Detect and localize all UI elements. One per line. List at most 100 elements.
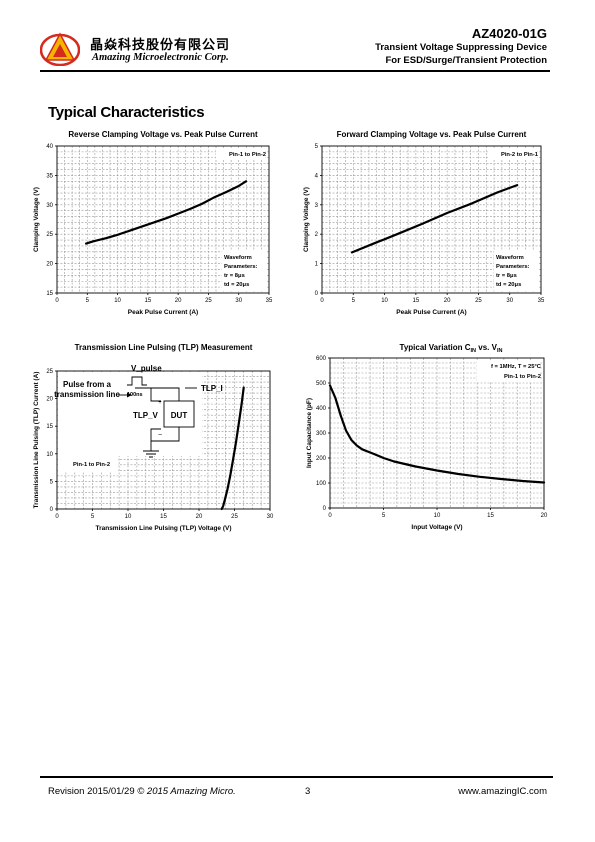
waveform-label: Waveform — [224, 255, 252, 261]
y-tick-label: 2 — [315, 232, 319, 238]
x-tick-label: 35 — [538, 298, 545, 304]
waveform-rise-time: tr = 8μs — [224, 273, 245, 279]
arrow-head-icon — [127, 392, 132, 398]
footer-divider — [40, 776, 553, 778]
pin-label: Pin-2 to Pin-1 — [501, 152, 539, 158]
dut-box — [163, 400, 195, 428]
x-tick-label: 10 — [114, 298, 121, 304]
company-logo-icon — [40, 32, 80, 66]
x-tick-label: 5 — [91, 514, 95, 520]
y-axis-label: Clamping Voltage (V) — [33, 187, 40, 252]
x-tick-label: 35 — [266, 298, 273, 304]
x-tick-label: 15 — [487, 513, 494, 519]
x-axis-label: Input Voltage (V) — [411, 524, 462, 531]
footer-revision: Revision 2015/01/29 © 2015 Amazing Micro… — [48, 786, 236, 797]
company-name-chinese: 晶焱科技股份有限公司 — [90, 38, 231, 53]
plus-sign: + — [158, 400, 162, 406]
y-tick-label: 600 — [316, 356, 327, 362]
page-number: 3 — [305, 786, 311, 797]
y-tick-label: 0 — [50, 507, 54, 513]
x-tick-label: 15 — [413, 298, 420, 304]
pin-label-background — [58, 455, 118, 471]
y-tick-label: 40 — [46, 144, 53, 150]
y-tick-label: 15 — [46, 291, 53, 297]
data-series-line — [220, 386, 245, 511]
chart-title: Reverse Clamping Voltage vs. Peak Pulse … — [68, 130, 258, 139]
x-tick-label: 25 — [475, 298, 482, 304]
x-tick-label: 10 — [381, 298, 388, 304]
x-tick-label: 10 — [434, 513, 441, 519]
company-name-english: Amazing Microelectronic Corp. — [92, 52, 229, 63]
ground-icon — [143, 450, 159, 458]
pulse-waveform-icon — [127, 376, 147, 386]
x-axis-label: Transmission Line Pulsing (TLP) Voltage … — [95, 525, 231, 532]
y-axis-label: Input Capacitance (pF) — [306, 398, 313, 468]
y-tick-label: 5 — [50, 479, 54, 485]
tlp-measurement-chart: Transmission Line Pulsing (TLP) Measurem… — [33, 343, 274, 532]
pulse-width-label: 100ns — [127, 392, 143, 398]
x-axis-label: Peak Pulse Current (A) — [128, 309, 198, 316]
x-tick-label: 0 — [55, 298, 59, 304]
dut-label: DUT — [171, 411, 188, 420]
device-subtitle: Transient Voltage Suppressing Device — [375, 42, 547, 53]
y-tick-label: 20 — [46, 397, 53, 403]
y-tick-label: 100 — [316, 481, 327, 487]
y-tick-label: 300 — [316, 431, 327, 437]
x-tick-label: 20 — [541, 513, 548, 519]
pin-label: Pin-1 to Pin-2 — [73, 462, 110, 468]
x-tick-label: 0 — [328, 513, 332, 519]
chart-grid — [322, 146, 541, 293]
y-tick-label: 20 — [46, 262, 53, 268]
website-link[interactable]: www.amazingIC.com — [458, 786, 547, 797]
x-tick-label: 0 — [55, 514, 59, 520]
y-tick-label: 4 — [315, 173, 319, 179]
data-series-line — [328, 384, 546, 484]
waveform-rise-time: tr = 8μs — [496, 273, 517, 279]
waveform-box — [494, 251, 538, 291]
x-tick-label: 20 — [196, 514, 203, 520]
y-tick-label: 15 — [46, 424, 53, 430]
y-tick-label: 35 — [46, 173, 53, 179]
condition-box — [477, 361, 540, 381]
forward-clamping-chart: Forward Clamping Voltage vs. Peak Pulse … — [303, 130, 545, 316]
x-tick-label: 30 — [506, 298, 513, 304]
tlp-pulse-label: Pulse from a — [63, 380, 112, 389]
waveform-box — [222, 251, 266, 291]
y-axis-label: Transmission Line Pulsing (TLP) Current … — [33, 372, 40, 509]
y-tick-label: 5 — [315, 144, 319, 150]
x-axis-label: Peak Pulse Current (A) — [396, 309, 466, 316]
y-tick-label: 200 — [316, 456, 327, 462]
plot-frame — [321, 145, 542, 294]
part-number: AZ4020-01G — [471, 26, 547, 41]
y-tick-label: 30 — [46, 203, 53, 209]
device-subtitle-2: For ESD/Surge/Transient Protection — [385, 55, 547, 66]
section-title: Typical Characteristics — [48, 104, 205, 121]
data-series-line — [350, 184, 519, 254]
chart-grid — [57, 146, 269, 293]
x-tick-label: 25 — [205, 298, 212, 304]
pin-label: Pin-1 to Pin-2 — [504, 374, 541, 380]
reverse-clamping-chart: Reverse Clamping Voltage vs. Peak Pulse … — [33, 130, 273, 316]
x-tick-label: 20 — [175, 298, 182, 304]
y-tick-label: 10 — [46, 452, 53, 458]
circuit-wire — [150, 428, 161, 435]
tlp-current-label: TLP_I — [201, 384, 223, 393]
chart-title: Transmission Line Pulsing (TLP) Measurem… — [75, 343, 253, 352]
v-pulse-label: V_pulse — [131, 364, 162, 373]
x-tick-label: 30 — [235, 298, 242, 304]
chart-title: Typical Variation CIN vs. VIN — [400, 343, 503, 354]
circuit-wire — [151, 427, 180, 442]
x-tick-label: 5 — [86, 298, 90, 304]
waveform-label: Parameters: — [224, 264, 258, 270]
minus-sign: − — [158, 432, 162, 439]
x-tick-label: 0 — [320, 298, 324, 304]
chart-title: Forward Clamping Voltage vs. Peak Pulse … — [337, 130, 527, 139]
y-tick-label: 400 — [316, 406, 327, 412]
tlp-voltage-label: TLP_V — [133, 411, 159, 420]
waveform-label: Waveform — [496, 255, 524, 261]
copyright: © 2015 Amazing Micro. — [137, 786, 236, 797]
test-condition: f = 1MHz, T = 25°C — [491, 364, 542, 370]
y-axis-label: Clamping Voltage (V) — [303, 187, 310, 252]
y-tick-label: 500 — [316, 381, 327, 387]
